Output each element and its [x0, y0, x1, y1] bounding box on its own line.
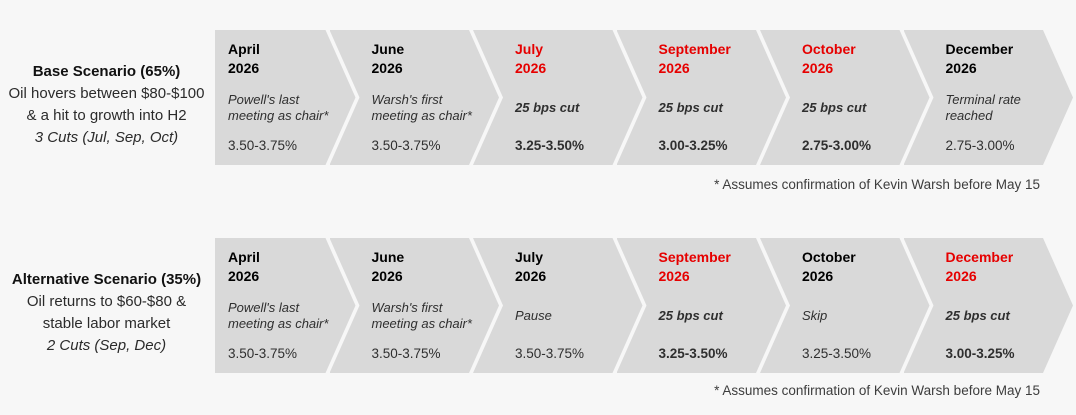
step-month: April	[228, 249, 260, 265]
step-year: 2026	[658, 60, 690, 76]
warsh-confirmation-footnote: * Assumes confirmation of Kevin Warsh be…	[714, 383, 1040, 398]
step-description: 25 bps cut	[658, 308, 723, 323]
step-year: 2026	[945, 268, 977, 284]
step-month: September	[658, 249, 731, 265]
step-rate-range: 3.50-3.75%	[515, 346, 585, 361]
base-scenario-timeline: April 2026 Powell's last meeting as chai…	[215, 30, 1073, 165]
step-description: Powell's last meeting as chair*	[228, 92, 329, 123]
step-description: Warsh's first meeting as chair*	[371, 92, 472, 123]
scenario-description-line: stable labor market	[42, 314, 171, 332]
step-description: Terminal rate reached	[945, 92, 1021, 123]
step-month: October	[802, 41, 856, 57]
alternative-scenario-timeline: April 2026 Powell's last meeting as chai…	[215, 238, 1073, 373]
step-rate-range: 2.75-3.00%	[945, 138, 1015, 153]
step-rate-range: 3.00-3.25%	[658, 138, 728, 153]
step-month: October	[802, 249, 856, 265]
warsh-confirmation-footnote: * Assumes confirmation of Kevin Warsh be…	[714, 177, 1040, 192]
step-year: 2026	[945, 60, 977, 76]
step-year: 2026	[658, 268, 690, 284]
step-year: 2026	[228, 268, 260, 284]
step-month: April	[228, 41, 260, 57]
step-year: 2026	[228, 60, 260, 76]
timeline-step-april: April 2026 Powell's last meeting as chai…	[215, 238, 356, 373]
step-month: September	[658, 41, 731, 57]
step-rate-range: 3.25-3.50%	[515, 138, 585, 153]
step-rate-range: 2.75-3.00%	[802, 138, 872, 153]
step-description: Warsh's first meeting as chair*	[371, 300, 472, 331]
alternative-scenario-row: Alternative Scenario (35%) Oil returns t…	[0, 238, 1076, 373]
step-description: 25 bps cut	[802, 100, 867, 115]
step-rate-range: 3.50-3.75%	[228, 138, 298, 153]
step-year: 2026	[802, 268, 834, 284]
step-rate-range: 3.50-3.75%	[371, 346, 441, 361]
step-rate-range: 3.50-3.75%	[228, 346, 298, 361]
step-description: Pause	[515, 308, 552, 323]
step-rate-range: 3.00-3.25%	[945, 346, 1015, 361]
base-scenario-row: Base Scenario (65%) Oil hovers between $…	[0, 30, 1076, 165]
scenario-cuts-summary: 2 Cuts (Sep, Dec)	[46, 336, 167, 354]
timeline-step-december: December 2026 25 bps cut 3.00-3.25%	[904, 238, 1074, 373]
step-description: 25 bps cut	[658, 100, 723, 115]
scenario-title: Base Scenario (65%)	[32, 62, 181, 80]
scenario-description-line: Oil returns to $60-$80 &	[26, 292, 187, 310]
alternative-scenario-label: Alternative Scenario (35%) Oil returns t…	[0, 238, 213, 373]
step-year: 2026	[515, 60, 547, 76]
step-month: December	[945, 41, 1014, 57]
step-year: 2026	[802, 60, 834, 76]
scenario-description-line: & a hit to growth into H2	[26, 106, 187, 124]
step-year: 2026	[371, 60, 403, 76]
step-month: July	[515, 41, 544, 57]
scenario-title: Alternative Scenario (35%)	[11, 270, 202, 288]
step-description: 25 bps cut	[515, 100, 580, 115]
step-rate-range: 3.25-3.50%	[802, 346, 872, 361]
base-scenario-label: Base Scenario (65%) Oil hovers between $…	[0, 30, 213, 165]
step-rate-range: 3.50-3.75%	[371, 138, 441, 153]
step-year: 2026	[515, 268, 547, 284]
step-month: December	[945, 249, 1014, 265]
step-month: June	[371, 41, 405, 57]
scenario-cuts-summary: 3 Cuts (Jul, Sep, Oct)	[34, 128, 179, 146]
scenario-description-line: Oil hovers between $80-$100	[8, 84, 205, 102]
step-description: Skip	[802, 308, 828, 323]
step-month: June	[371, 249, 405, 265]
timeline-step-april: April 2026 Powell's last meeting as chai…	[215, 30, 356, 165]
step-description: 25 bps cut	[945, 308, 1010, 323]
step-description: Powell's last meeting as chair*	[228, 300, 329, 331]
step-rate-range: 3.25-3.50%	[658, 346, 728, 361]
step-year: 2026	[371, 268, 403, 284]
step-month: July	[515, 249, 544, 265]
